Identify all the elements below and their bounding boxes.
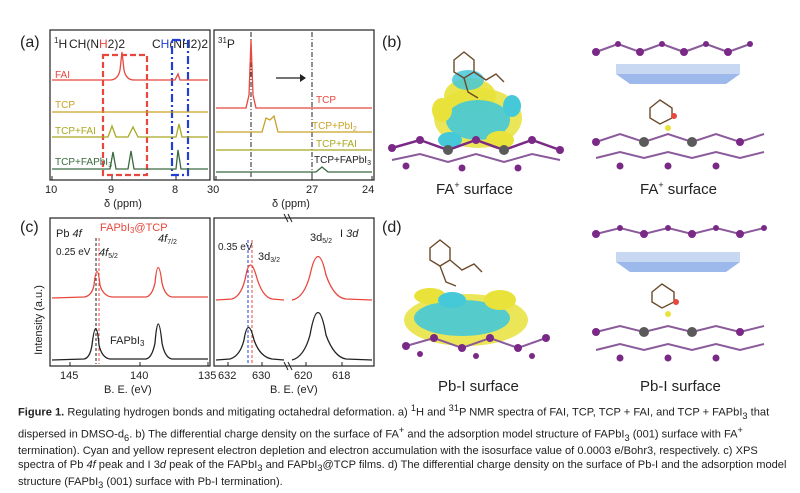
adsorption-model-pbi-surface bbox=[592, 225, 767, 362]
nmr-p-label-tcp-fapbi3: TCP+FAPbI3 bbox=[314, 155, 371, 167]
nmr-h-xtick-9: 9 bbox=[108, 184, 114, 196]
charge-density-fa-surface bbox=[432, 70, 522, 149]
xps-pb-shift: 0.25 eV bbox=[56, 247, 91, 258]
molecule-tcp-left-b bbox=[453, 51, 505, 99]
nh-region-box bbox=[101, 53, 149, 177]
xps-i-trace-pristine bbox=[215, 326, 285, 361]
xps-ylabel: Intensity (a.u.) bbox=[33, 285, 45, 355]
nmr-p-x-axis bbox=[215, 176, 373, 180]
nmr-p-trace-tcp-pbi2 bbox=[216, 114, 372, 133]
nmr-h-xtick-10: 10 bbox=[45, 184, 57, 196]
nmr-h-title: 1H bbox=[54, 36, 67, 51]
panel-c-label: (c) bbox=[20, 219, 39, 236]
xps-pb-peak1-label: 4f5/2 bbox=[99, 247, 118, 260]
panel-d-left-caption: Pb-I surface bbox=[438, 378, 519, 395]
xps-i-shift: 0.35 eV bbox=[218, 242, 253, 253]
nmr-p-xtick-27: 27 bbox=[306, 184, 318, 196]
perovskite-slab-left-b bbox=[388, 136, 564, 172]
xps-i-trace-tcp-2 bbox=[291, 255, 373, 301]
xps-i-x-axis bbox=[227, 362, 343, 366]
nmr-h-label-tcp-fapbi3: TCP+FAPbI3 bbox=[55, 157, 112, 169]
xps-i-frame bbox=[213, 217, 375, 367]
xps-pb-x-axis bbox=[69, 362, 209, 366]
nmr-h-xlabel: δ (ppm) bbox=[104, 198, 142, 210]
xps-i-title: I 3d bbox=[340, 228, 359, 240]
xps-i-xtick-632: 632 bbox=[218, 370, 236, 382]
xps-pb-trace-tcp bbox=[51, 266, 208, 299]
xps-i-peak2-label: 3d5/2 bbox=[310, 232, 332, 245]
nmr-p-trace-tcp bbox=[216, 39, 372, 109]
nmr-p-label-tcp-fai: TCP+FAI bbox=[316, 139, 357, 150]
panel-b-right-caption: FA+ surface bbox=[640, 180, 717, 198]
panel-d-right-caption: Pb-I surface bbox=[640, 378, 721, 395]
nmr-h-trace-tcp-fapbi3 bbox=[52, 149, 208, 170]
molecule-tcp-left-d bbox=[429, 239, 483, 287]
xps-pb-frame bbox=[49, 217, 211, 367]
xps-axis-break bbox=[283, 213, 293, 371]
nmr-h-x-axis bbox=[51, 176, 177, 180]
xps-legend-top: FAPbI3@TCP bbox=[100, 222, 168, 235]
xps-pb-trace-pristine bbox=[51, 323, 208, 361]
xps-i-xtick-618: 618 bbox=[332, 370, 350, 382]
xps-legend-bottom: FAPbI3 bbox=[110, 335, 145, 348]
adsorption-model-fa-surface bbox=[592, 41, 765, 170]
nmr-p-label-tcp: TCP bbox=[316, 95, 336, 106]
nmr-h-label-tcp-fai: TCP+FAI bbox=[55, 126, 96, 137]
xps-i-xlabel: B. E. (eV) bbox=[270, 384, 318, 396]
panel-b-label: (b) bbox=[382, 34, 402, 51]
xps-i-trace-pristine-2 bbox=[291, 312, 373, 361]
xps-pb-xtick-145: 145 bbox=[60, 370, 78, 382]
xps-pb-peak2-label: 4f7/2 bbox=[158, 233, 177, 246]
nmr-p-title: 31P bbox=[218, 36, 235, 51]
nmr-p-xtick-30: 30 bbox=[207, 184, 219, 196]
xps-pb-title: Pb 4f bbox=[56, 228, 83, 240]
perovskite-slab-left-d bbox=[402, 334, 550, 359]
xps-i-trace-tcp bbox=[215, 264, 285, 301]
nmr-h-trace-fai bbox=[52, 51, 208, 81]
nmr-p-trace-tcp-fapbi3 bbox=[216, 166, 372, 173]
xps-i-xtick-630: 630 bbox=[252, 370, 270, 382]
nmr-h-trace-tcp-fai bbox=[52, 123, 208, 138]
shift-arrow-icon bbox=[276, 74, 306, 82]
xps-pb-xlabel: B. E. (eV) bbox=[104, 384, 152, 396]
nmr-h-group1: CH(NH2)2 bbox=[69, 37, 125, 51]
nmr-h-label-fai: FAI bbox=[55, 70, 70, 81]
panel-d-label: (d) bbox=[382, 219, 402, 236]
panel-b-left-caption: FA+ surface bbox=[436, 180, 513, 198]
xps-i-peak1-label: 3d3/2 bbox=[258, 251, 280, 264]
nmr-h-xtick-8: 8 bbox=[172, 184, 178, 196]
xps-i-xtick-620: 620 bbox=[294, 370, 312, 382]
nmr-p-xlabel: δ (ppm) bbox=[272, 198, 310, 210]
nmr-h-frame bbox=[49, 29, 211, 181]
ch-region-box bbox=[170, 38, 190, 177]
nmr-p-frame bbox=[213, 29, 375, 181]
figure-caption: Figure 1. Regulating hydrogen bonds and … bbox=[18, 403, 787, 491]
nmr-h-label-tcp: TCP bbox=[55, 100, 75, 111]
nmr-p-label-tcp-pbi2: TCP+PbI2 bbox=[312, 121, 357, 133]
xps-pb-xtick-140: 140 bbox=[130, 370, 148, 382]
panel-a-label: (a) bbox=[20, 34, 40, 51]
nmr-h-group2: CH(NH2)2 bbox=[152, 37, 208, 51]
charge-density-pbi-surface bbox=[404, 288, 528, 346]
nmr-p-xtick-24: 24 bbox=[362, 184, 374, 196]
xps-pb-xtick-135: 135 bbox=[198, 370, 216, 382]
